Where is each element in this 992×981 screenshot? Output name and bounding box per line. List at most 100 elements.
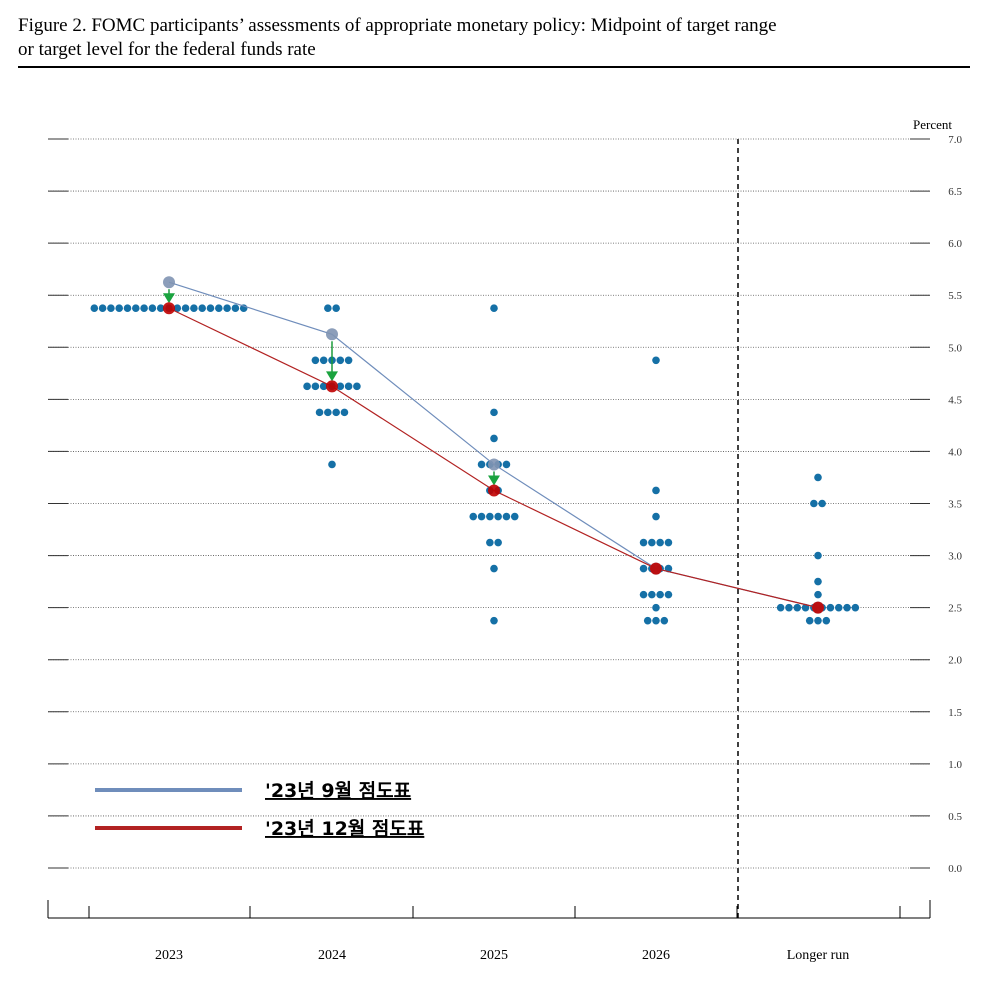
dot	[344, 356, 353, 365]
dot	[643, 616, 652, 625]
dot	[785, 603, 793, 612]
dot	[664, 538, 673, 547]
legend-label: '23년 12월 점도표	[265, 818, 424, 840]
dot	[656, 590, 664, 599]
dot	[490, 616, 498, 625]
y-tick-label: 0.5	[948, 811, 962, 823]
x-tick-label: 2023	[155, 948, 183, 963]
dot	[502, 512, 511, 521]
dot	[336, 382, 345, 391]
dot	[319, 356, 328, 365]
dot	[639, 590, 648, 599]
dot	[494, 538, 502, 547]
y-tick-label: 1.0	[948, 759, 962, 771]
dot	[311, 382, 320, 391]
dot	[344, 382, 353, 391]
x-tick-label: 2025	[480, 948, 508, 963]
dot	[140, 304, 148, 313]
dot	[510, 512, 519, 521]
dot	[477, 460, 486, 469]
y-axis-label: Percent	[913, 117, 952, 132]
dot	[648, 538, 656, 547]
dot	[90, 304, 99, 313]
dot	[328, 460, 336, 469]
median-dot	[488, 458, 500, 471]
median-line	[168, 281, 819, 609]
median-dot	[326, 380, 338, 393]
y-tick-label: 5.5	[948, 290, 962, 302]
dot	[315, 408, 324, 417]
dot	[660, 616, 669, 625]
dot	[818, 499, 826, 508]
dot	[332, 408, 340, 417]
dot	[231, 304, 240, 313]
dot	[805, 616, 814, 625]
dot	[303, 382, 311, 391]
dot	[826, 603, 835, 612]
dot	[490, 434, 498, 443]
y-tick-label: 3.0	[948, 551, 962, 563]
x-tick-label: Longer run	[787, 948, 850, 963]
median-dot	[163, 276, 175, 289]
median-dot	[650, 562, 662, 575]
dot	[215, 304, 223, 313]
dot	[776, 603, 785, 612]
y-tick-label: 1.5	[948, 707, 962, 719]
dot	[814, 473, 822, 482]
dot	[206, 304, 215, 313]
dot	[652, 603, 660, 612]
dot	[851, 603, 860, 612]
dot	[490, 408, 498, 417]
dot	[198, 304, 206, 313]
chart-subtitle: or target level for the federal funds ra…	[18, 39, 316, 60]
dot	[319, 382, 328, 391]
dot	[652, 512, 660, 521]
median-line	[168, 307, 819, 609]
y-tick-label: 2.0	[948, 655, 962, 667]
dot	[843, 603, 851, 612]
x-tick-label: 2024	[318, 948, 346, 963]
dot	[801, 603, 810, 612]
dot	[324, 408, 332, 417]
change-arrowhead	[488, 475, 500, 486]
dot	[793, 603, 802, 612]
x-tick-label: 2026	[642, 948, 670, 963]
dot	[834, 603, 843, 612]
dot	[648, 590, 656, 599]
dot	[223, 304, 231, 313]
dot	[486, 512, 494, 521]
y-tick-label: 0.0	[948, 863, 962, 875]
dot	[490, 304, 498, 313]
y-tick-label: 6.5	[948, 186, 962, 198]
dot	[652, 356, 660, 365]
dot	[664, 564, 673, 573]
dot	[639, 538, 648, 547]
dot	[502, 460, 511, 469]
dot	[98, 304, 107, 313]
legend-label: '23년 9월 점도표	[265, 780, 411, 802]
dot	[336, 356, 345, 365]
y-tick-label: 3.5	[948, 499, 962, 511]
dot	[652, 486, 660, 495]
dot	[814, 577, 822, 586]
y-tick-label: 2.5	[948, 603, 962, 615]
change-arrowhead	[163, 293, 175, 304]
dot	[814, 590, 822, 599]
y-tick-label: 6.0	[948, 238, 962, 250]
dot	[190, 304, 198, 313]
median-dot	[163, 302, 175, 315]
dot	[814, 551, 822, 560]
dot	[123, 304, 132, 313]
dot	[115, 304, 123, 313]
median-dot	[488, 484, 500, 497]
dot	[156, 304, 165, 313]
dot	[353, 382, 361, 391]
dot	[181, 304, 190, 313]
dot	[656, 538, 664, 547]
y-tick-label: 7.0	[948, 134, 962, 146]
dot	[477, 512, 486, 521]
dot	[332, 304, 340, 313]
dot	[148, 304, 157, 313]
median-dot	[326, 328, 338, 341]
